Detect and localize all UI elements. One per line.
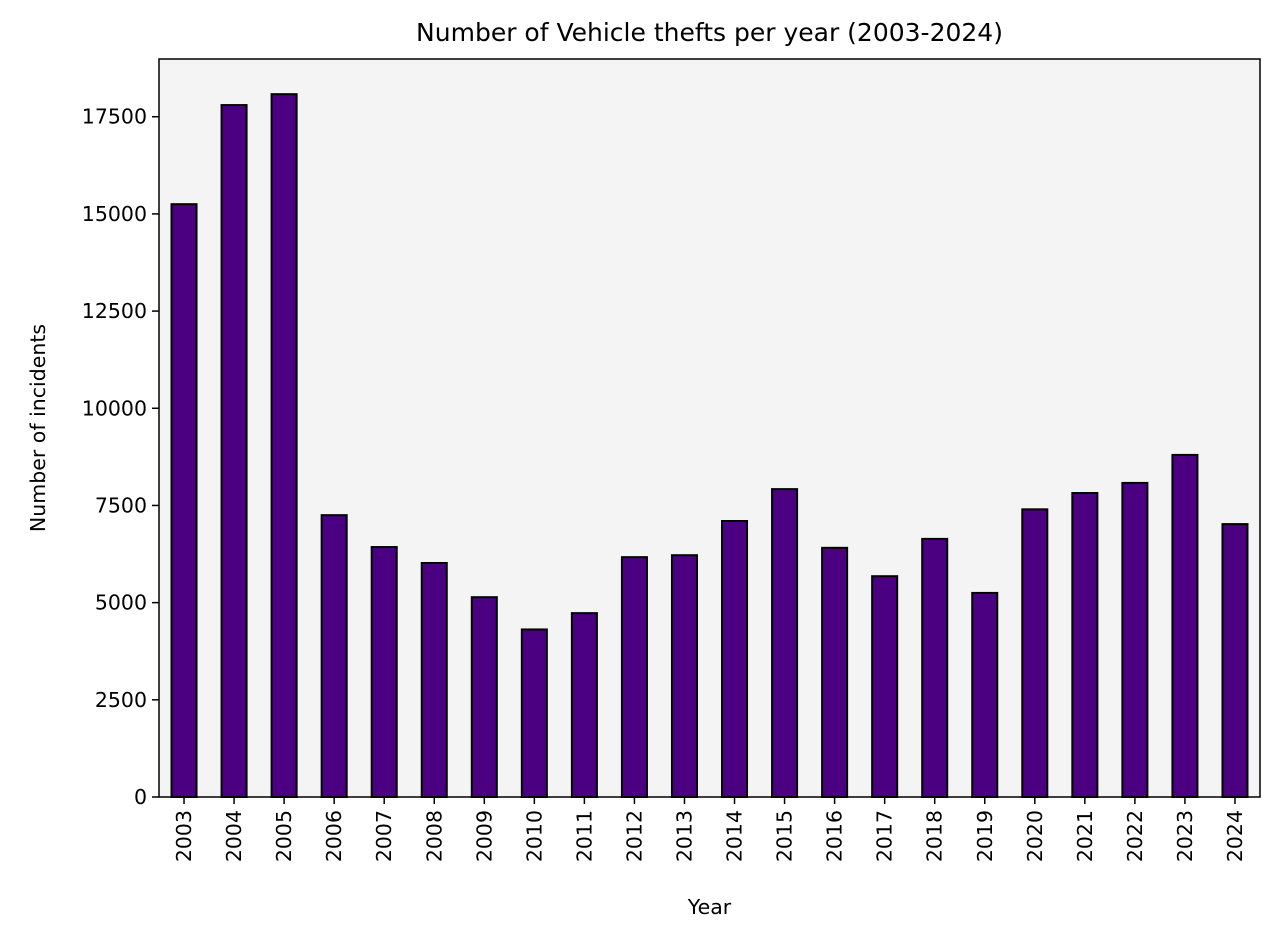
- x-axis: 2003 2004 2005 2006 2007 2008 2009 2010 2011 2012…: [172, 797, 1247, 862]
- bar-2022: [1121, 481, 1149, 798]
- x-tick-label: 2005: [272, 810, 296, 862]
- y-axis-label: Number of incidents: [26, 324, 50, 532]
- bar-2014: [721, 520, 749, 798]
- y-tick-label: 0: [134, 785, 147, 809]
- x-tick-label: 2022: [1123, 810, 1147, 862]
- x-tick-label: 2012: [622, 810, 646, 862]
- bar-2004: [220, 104, 248, 798]
- x-tick-label: 2007: [372, 810, 396, 862]
- y-axis: 0 2500 5000 7500 10000 12500 15000 17500: [82, 105, 159, 809]
- x-tick-label: 2015: [773, 810, 797, 862]
- bar-2021: [1071, 492, 1099, 798]
- bars-group: [170, 93, 1249, 799]
- bar-2005: [270, 93, 298, 799]
- x-tick-label: 2024: [1223, 810, 1247, 862]
- x-tick-label: 2023: [1173, 810, 1197, 862]
- x-tick-label: 2013: [672, 810, 696, 862]
- x-tick-label: 2008: [422, 810, 446, 862]
- x-tick-label: 2014: [723, 810, 747, 862]
- bar-2011: [570, 612, 598, 798]
- plot-frame: [158, 58, 1261, 798]
- x-tick-label: 2010: [522, 810, 546, 862]
- bar-2024: [1221, 523, 1249, 798]
- y-tick-label: 12500: [82, 299, 147, 323]
- bar-2003: [170, 203, 198, 798]
- x-tick-label: 2017: [873, 810, 897, 862]
- bar-2017: [871, 575, 899, 798]
- y-tick-label: 2500: [95, 688, 147, 712]
- bar-2006: [320, 514, 348, 798]
- x-tick-label: 2009: [472, 810, 496, 862]
- x-tick-label: 2003: [172, 810, 196, 862]
- y-tick-label: 5000: [95, 591, 147, 615]
- bar-2019: [971, 591, 999, 799]
- bar-2016: [821, 546, 849, 798]
- bar-2023: [1171, 453, 1199, 798]
- x-tick-label: 2006: [322, 810, 346, 862]
- x-tick-label: 2004: [222, 810, 246, 862]
- x-tick-label: 2020: [1023, 810, 1047, 862]
- bar-2010: [520, 628, 548, 798]
- x-tick-label: 2016: [823, 810, 847, 862]
- y-tick-label: 17500: [82, 105, 147, 129]
- bar-2008: [420, 561, 448, 798]
- bar-2015: [771, 488, 799, 798]
- y-tick-label: 7500: [95, 493, 147, 517]
- x-axis-label: Year: [687, 895, 732, 919]
- bar-2007: [370, 546, 398, 798]
- y-tick-label: 10000: [82, 396, 147, 420]
- x-tick-label: 2018: [923, 810, 947, 862]
- y-tick-label: 15000: [82, 202, 147, 226]
- bar-2013: [670, 554, 698, 799]
- x-tick-label: 2019: [973, 810, 997, 862]
- bar-2009: [470, 596, 498, 799]
- x-tick-label: 2011: [572, 810, 596, 862]
- bar-2012: [620, 556, 648, 798]
- chart-title: Number of Vehicle thefts per year (2003-…: [416, 18, 1003, 47]
- bar-2018: [921, 537, 949, 798]
- x-tick-label: 2021: [1073, 810, 1097, 862]
- bar-2020: [1021, 508, 1049, 798]
